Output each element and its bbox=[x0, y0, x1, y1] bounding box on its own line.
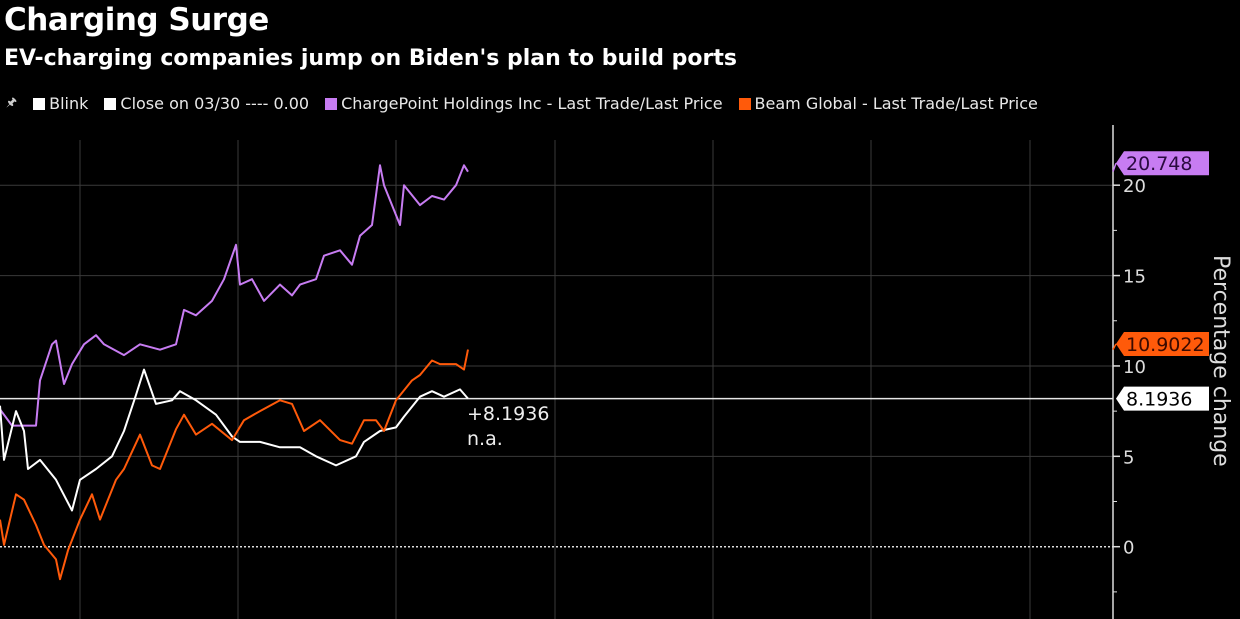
legend-label: Beam Global - Last Trade/Last Price bbox=[754, 94, 1038, 113]
y-tick-label: 5 bbox=[1123, 447, 1134, 468]
legend-swatch bbox=[33, 97, 46, 110]
beam-global-value-tag-shape bbox=[1116, 331, 1209, 356]
y-tick-label: 0 bbox=[1123, 538, 1134, 559]
legend-label: ChargePoint Holdings Inc - Last Trade/La… bbox=[341, 94, 723, 113]
beam-global-line bbox=[0, 349, 469, 581]
legend-item-beam[interactable]: Beam Global - Last Trade/Last Price bbox=[738, 94, 1038, 113]
blink-value-tag: 8.1936 bbox=[1126, 389, 1192, 411]
pin-icon[interactable]: 🖈 bbox=[6, 95, 18, 109]
chargepoint-value-tag-leader bbox=[1112, 162, 1117, 172]
chargepoint-value-tag: 20.748 bbox=[1126, 153, 1192, 175]
legend-swatch bbox=[325, 97, 338, 110]
y-tick-label: 15 bbox=[1123, 267, 1146, 288]
chart-subtitle: EV-charging companies jump on Biden's pl… bbox=[4, 46, 737, 71]
blink-change-annotation: +8.1936 bbox=[467, 403, 549, 425]
legend-item-close[interactable]: Close on 03/30 ---- 0.00 bbox=[104, 94, 309, 113]
legend-item-chargepoint[interactable]: ChargePoint Holdings Inc - Last Trade/La… bbox=[325, 94, 723, 113]
blink-line bbox=[0, 368, 469, 512]
beam-global-value-tag: 10.9022 bbox=[1126, 334, 1205, 356]
y-tick-label: 20 bbox=[1123, 176, 1146, 197]
legend-swatch bbox=[738, 97, 751, 110]
y-axis-label: Percentage change bbox=[1208, 255, 1233, 467]
na-annotation: n.a. bbox=[467, 428, 503, 450]
y-tick-label: 10 bbox=[1123, 357, 1146, 378]
chargepoint-line bbox=[0, 164, 469, 427]
beam-global-value-tag-leader bbox=[1112, 343, 1117, 350]
chart-title: Charging Surge bbox=[4, 2, 269, 38]
legend-label: Close on 03/30 ---- 0.00 bbox=[120, 94, 310, 113]
legend-label: Blink bbox=[49, 94, 89, 113]
blink-value-tag-shape bbox=[1116, 386, 1209, 411]
legend-item-blink[interactable]: Blink bbox=[33, 94, 88, 113]
chargepoint-value-tag-shape bbox=[1116, 151, 1209, 176]
legend-swatch bbox=[104, 97, 117, 110]
legend: 🖈 Blink Close on 03/30 ---- 0.00 ChargeP… bbox=[6, 93, 1038, 114]
